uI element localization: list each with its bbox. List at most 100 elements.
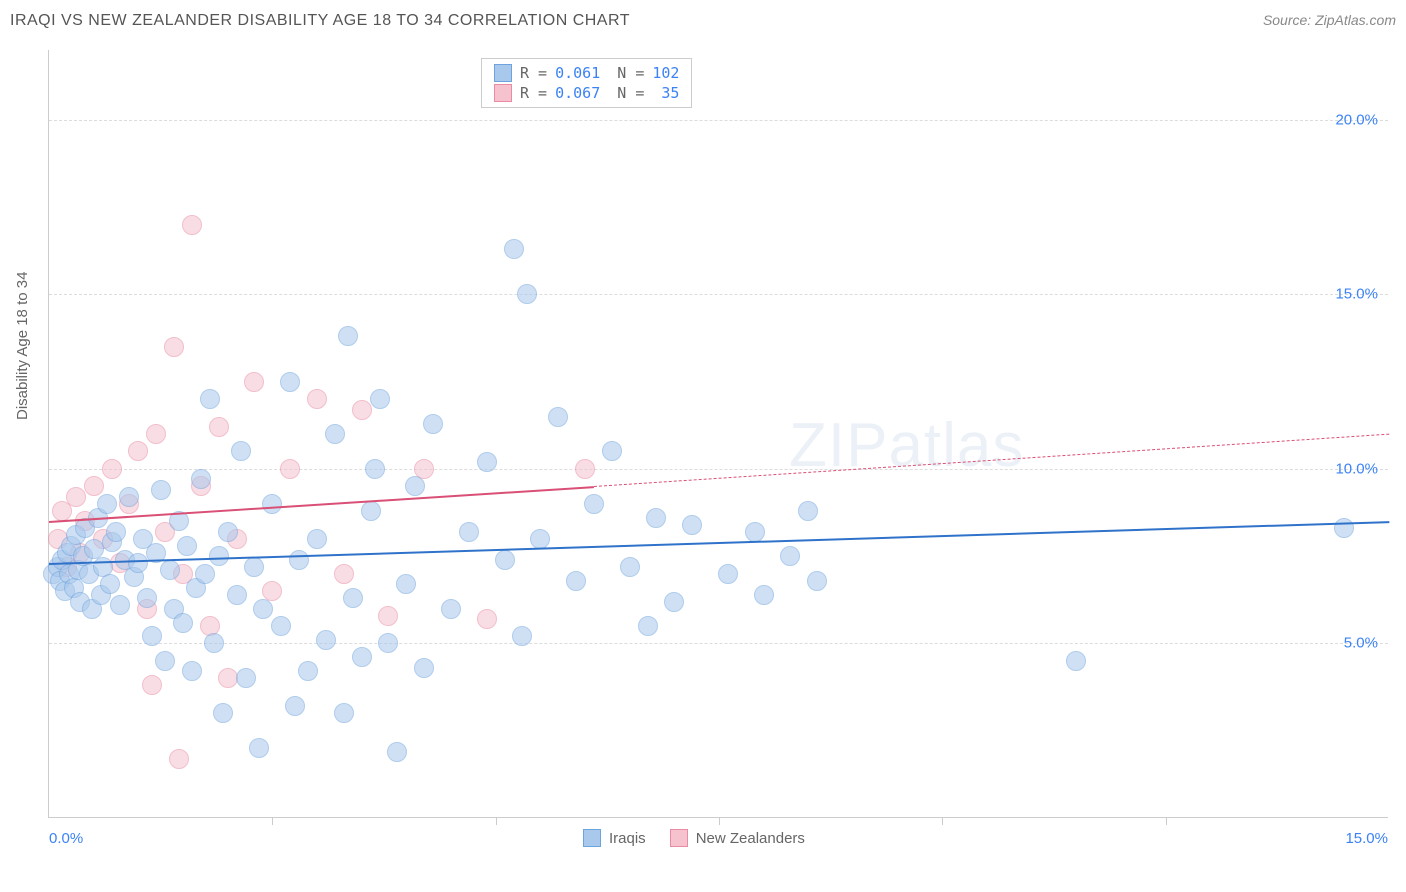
data-point-newzealanders bbox=[280, 459, 300, 479]
legend-item-iraqis: Iraqis bbox=[583, 829, 646, 847]
trend-line bbox=[49, 521, 1389, 565]
data-point-iraqis bbox=[620, 557, 640, 577]
data-point-newzealanders bbox=[307, 389, 327, 409]
data-point-iraqis bbox=[195, 564, 215, 584]
chart-title: IRAQI VS NEW ZEALANDER DISABILITY AGE 18… bbox=[10, 12, 630, 30]
data-point-newzealanders bbox=[164, 337, 184, 357]
data-point-newzealanders bbox=[244, 372, 264, 392]
data-point-iraqis bbox=[307, 529, 327, 549]
data-point-iraqis bbox=[244, 557, 264, 577]
data-point-iraqis bbox=[227, 585, 247, 605]
data-point-newzealanders bbox=[142, 675, 162, 695]
data-point-iraqis bbox=[338, 326, 358, 346]
chart-plot-area: ZIPatlas R = 0.061 N = 102 R = 0.067 N =… bbox=[48, 50, 1388, 818]
data-point-iraqis bbox=[370, 389, 390, 409]
data-point-iraqis bbox=[173, 613, 193, 633]
data-point-iraqis bbox=[584, 494, 604, 514]
data-point-iraqis bbox=[664, 592, 684, 612]
data-point-iraqis bbox=[405, 476, 425, 496]
r-value-iraqis: 0.061 bbox=[555, 64, 600, 82]
data-point-newzealanders bbox=[334, 564, 354, 584]
data-point-iraqis bbox=[566, 571, 586, 591]
n-label: N = bbox=[608, 64, 644, 82]
data-point-iraqis bbox=[213, 703, 233, 723]
data-point-iraqis bbox=[798, 501, 818, 521]
swatch-iraqis-icon bbox=[583, 829, 601, 847]
data-point-iraqis bbox=[718, 564, 738, 584]
y-tick-label: 15.0% bbox=[1335, 286, 1378, 303]
data-point-iraqis bbox=[530, 529, 550, 549]
r-value-newzealanders: 0.067 bbox=[555, 84, 600, 102]
data-point-newzealanders bbox=[169, 749, 189, 769]
data-point-iraqis bbox=[745, 522, 765, 542]
data-point-iraqis bbox=[119, 487, 139, 507]
stats-row-newzealanders: R = 0.067 N = 35 bbox=[494, 83, 679, 103]
data-point-iraqis bbox=[325, 424, 345, 444]
legend-label-newzealanders: New Zealanders bbox=[696, 830, 805, 847]
y-tick-label: 10.0% bbox=[1335, 460, 1378, 477]
data-point-iraqis bbox=[106, 522, 126, 542]
x-tick-label: 0.0% bbox=[49, 830, 83, 847]
data-point-iraqis bbox=[1334, 518, 1354, 538]
data-point-newzealanders bbox=[128, 441, 148, 461]
data-point-iraqis bbox=[441, 599, 461, 619]
data-point-iraqis bbox=[387, 742, 407, 762]
stats-legend: R = 0.061 N = 102 R = 0.067 N = 35 bbox=[481, 58, 692, 108]
data-point-iraqis bbox=[646, 508, 666, 528]
data-point-iraqis bbox=[754, 585, 774, 605]
x-tick-label: 15.0% bbox=[1345, 830, 1388, 847]
data-point-iraqis bbox=[204, 633, 224, 653]
data-point-iraqis bbox=[423, 414, 443, 434]
n-value-iraqis: 102 bbox=[652, 64, 679, 82]
data-point-iraqis bbox=[249, 738, 269, 758]
data-point-newzealanders bbox=[378, 606, 398, 626]
y-tick-label: 5.0% bbox=[1344, 635, 1378, 652]
data-point-iraqis bbox=[271, 616, 291, 636]
data-point-iraqis bbox=[495, 550, 515, 570]
data-point-iraqis bbox=[231, 441, 251, 461]
data-point-newzealanders bbox=[66, 487, 86, 507]
data-point-newzealanders bbox=[102, 459, 122, 479]
data-point-iraqis bbox=[361, 501, 381, 521]
data-point-iraqis bbox=[512, 626, 532, 646]
series-legend: Iraqis New Zealanders bbox=[583, 829, 805, 847]
data-point-iraqis bbox=[396, 574, 416, 594]
grid-line bbox=[49, 294, 1388, 295]
data-point-iraqis bbox=[218, 522, 238, 542]
data-point-newzealanders bbox=[209, 417, 229, 437]
legend-item-newzealanders: New Zealanders bbox=[670, 829, 805, 847]
legend-label-iraqis: Iraqis bbox=[609, 830, 646, 847]
x-tick bbox=[272, 817, 273, 825]
x-tick bbox=[942, 817, 943, 825]
data-point-newzealanders bbox=[352, 400, 372, 420]
data-point-iraqis bbox=[151, 480, 171, 500]
data-point-iraqis bbox=[155, 651, 175, 671]
data-point-iraqis bbox=[780, 546, 800, 566]
data-point-iraqis bbox=[280, 372, 300, 392]
grid-line bbox=[49, 643, 1388, 644]
data-point-iraqis bbox=[517, 284, 537, 304]
data-point-iraqis bbox=[365, 459, 385, 479]
data-point-iraqis bbox=[128, 553, 148, 573]
data-point-iraqis bbox=[177, 536, 197, 556]
r-label: R = bbox=[520, 64, 547, 82]
data-point-iraqis bbox=[160, 560, 180, 580]
data-point-iraqis bbox=[191, 469, 211, 489]
data-point-iraqis bbox=[289, 550, 309, 570]
data-point-iraqis bbox=[298, 661, 318, 681]
data-point-newzealanders bbox=[146, 424, 166, 444]
data-point-iraqis bbox=[504, 239, 524, 259]
data-point-iraqis bbox=[110, 595, 130, 615]
x-tick bbox=[719, 817, 720, 825]
data-point-iraqis bbox=[343, 588, 363, 608]
data-point-iraqis bbox=[682, 515, 702, 535]
data-point-iraqis bbox=[236, 668, 256, 688]
data-point-newzealanders bbox=[575, 459, 595, 479]
n-label: N = bbox=[608, 84, 644, 102]
data-point-iraqis bbox=[352, 647, 372, 667]
data-point-iraqis bbox=[262, 494, 282, 514]
data-point-iraqis bbox=[100, 574, 120, 594]
data-point-newzealanders bbox=[84, 476, 104, 496]
trend-line bbox=[594, 434, 1389, 487]
x-tick bbox=[496, 817, 497, 825]
